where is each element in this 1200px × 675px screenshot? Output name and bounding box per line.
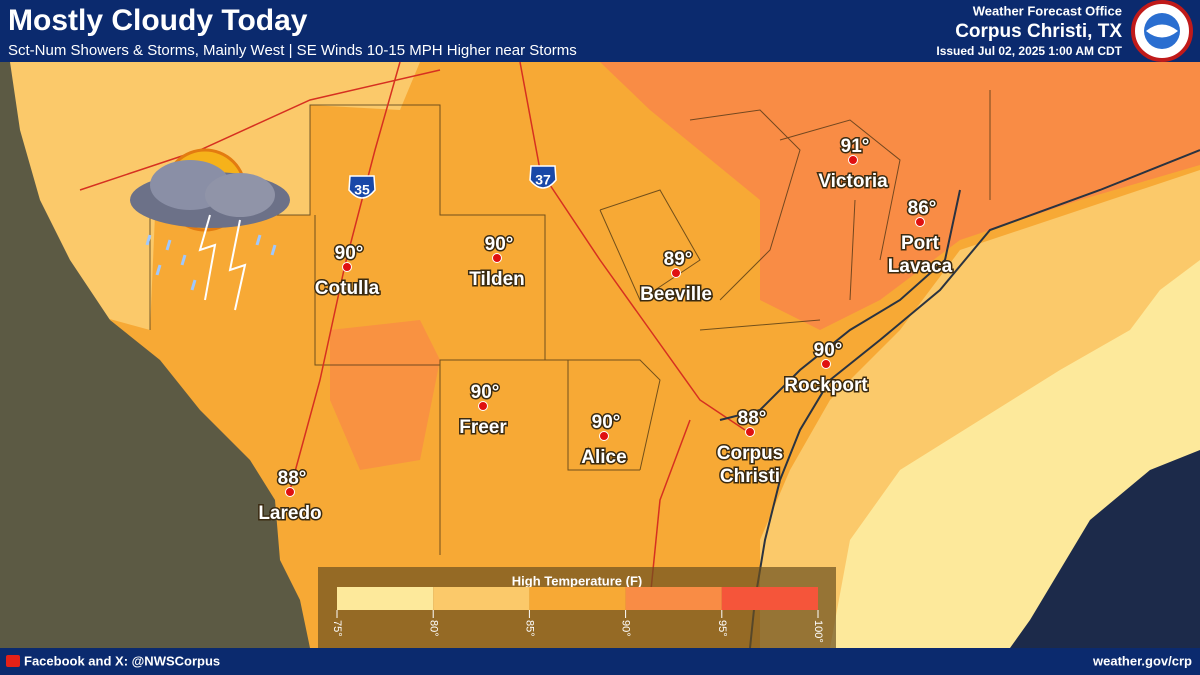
city-name: Rockport — [784, 375, 868, 396]
legend-swatch — [721, 587, 818, 610]
city-dot — [821, 359, 831, 369]
interstate-number: 37 — [535, 172, 551, 188]
city-name: Lavaca — [888, 256, 953, 277]
city-temp: 88° — [278, 468, 307, 489]
legend-swatch — [529, 587, 626, 610]
weather-icon — [130, 148, 290, 311]
city-temp: 86° — [908, 198, 937, 219]
city-temp: 90° — [592, 412, 621, 433]
social: Facebook and X: @NWSCorpus — [24, 653, 220, 668]
city-name: Laredo — [258, 503, 321, 524]
legend-swatch — [337, 587, 434, 610]
legend-tick-label: 75° — [331, 620, 343, 637]
city-dot — [915, 217, 925, 227]
mexico-terrain — [0, 62, 310, 648]
city-temp: 89° — [664, 249, 693, 270]
subtitle: Sct-Num Showers & Storms, Mainly West | … — [8, 42, 577, 59]
city-name: Alice — [581, 447, 626, 468]
city-temp: 91° — [841, 136, 870, 157]
interstate-number: 35 — [354, 182, 370, 198]
office: Weather Forecast Office — [973, 3, 1122, 18]
nws-logo — [1131, 0, 1193, 62]
coastline — [719, 149, 1200, 649]
city-name: Corpus — [717, 443, 784, 464]
zone — [600, 62, 1200, 330]
location: Corpus Christi, TX — [955, 21, 1122, 42]
title: Mostly Cloudy Today — [8, 4, 308, 37]
legend-title: High Temperature (F) — [512, 573, 643, 588]
open-gulf — [1010, 450, 1200, 648]
city-temp: 90° — [471, 382, 500, 403]
legend-tick-label: 90° — [620, 620, 632, 637]
city-name: Tilden — [469, 269, 525, 290]
city-name: Victoria — [818, 171, 888, 192]
city-dot — [848, 155, 858, 165]
city-temp: 90° — [335, 243, 364, 264]
zone — [330, 320, 440, 470]
city-name: Port — [901, 233, 940, 254]
city-dot — [745, 427, 755, 437]
header — [0, 0, 1200, 62]
city-dot — [599, 431, 609, 441]
legend-tick-label: 85° — [523, 620, 535, 637]
city-dot — [285, 487, 295, 497]
issued: Issued Jul 02, 2025 1:00 AM CDT — [936, 44, 1122, 58]
city-dot — [492, 253, 502, 263]
county-lines — [149, 90, 991, 555]
city-temp: 90° — [814, 340, 843, 361]
video-icon — [6, 655, 20, 667]
interstate-shield — [529, 165, 557, 189]
city-dot — [671, 268, 681, 278]
city-name: Cotulla — [315, 278, 380, 299]
city-name: Beeville — [640, 284, 712, 305]
interstate-shield — [348, 175, 376, 199]
city-dot — [342, 262, 352, 272]
city-name: Christi — [720, 466, 780, 487]
city-dot — [478, 401, 488, 411]
city-temp: 88° — [738, 408, 767, 429]
footer — [0, 648, 1200, 675]
legend-swatch — [625, 587, 722, 610]
legend-tick-label: 95° — [716, 620, 728, 637]
legend-tick-label: 100° — [812, 620, 824, 643]
legend-tick-label: 80° — [427, 620, 439, 637]
city-name: Freer — [459, 417, 507, 438]
legend-swatch — [433, 587, 530, 610]
city-temp: 90° — [485, 234, 514, 255]
url: weather.gov/crp — [1092, 653, 1192, 668]
